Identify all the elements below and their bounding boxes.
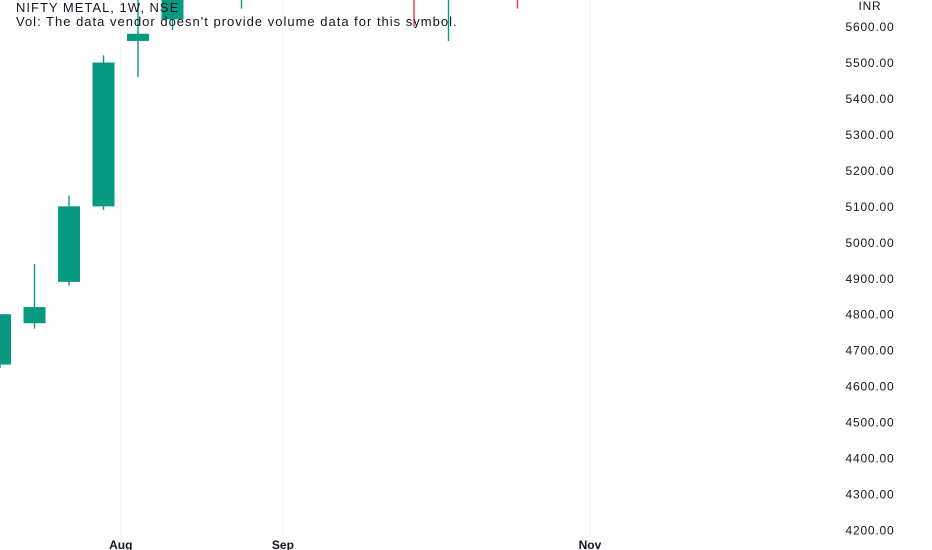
candle[interactable] xyxy=(127,0,149,77)
y-tick-label: 4300.00 xyxy=(846,488,895,502)
grid-lines xyxy=(120,0,591,550)
candle-body xyxy=(0,314,11,365)
candle[interactable] xyxy=(403,0,425,27)
y-tick-label: 5000.00 xyxy=(846,236,895,250)
y-tick-label: 5300.00 xyxy=(846,128,895,142)
chart-legend: NIFTY METAL, 1W, NSE Vol: The data vendo… xyxy=(16,0,458,28)
candle[interactable] xyxy=(23,263,46,329)
x-tick-label: Aug xyxy=(109,538,132,550)
price-axis[interactable]: 4200.00 4300.00 4400.00 4500.00 4600.00 4700.… xyxy=(846,0,895,538)
x-tick-label: Sep xyxy=(272,538,294,550)
y-tick-label: 4200.00 xyxy=(846,524,895,538)
y-tick-label: 4800.00 xyxy=(846,308,895,322)
candle[interactable] xyxy=(507,0,529,9)
candle-body xyxy=(92,62,115,207)
volume-note: Vol: The data vendor doesn't provide vol… xyxy=(16,14,458,28)
time-axis[interactable]: Aug Sep Nov xyxy=(109,538,602,550)
y-tick-label: 4700.00 xyxy=(846,344,895,358)
candle-body xyxy=(127,33,149,41)
candle[interactable] xyxy=(58,195,80,286)
y-tick-label: 5500.00 xyxy=(846,56,895,70)
candle-body xyxy=(161,0,184,20)
candle[interactable] xyxy=(92,55,115,210)
candle[interactable] xyxy=(438,0,460,41)
candle-body xyxy=(23,307,46,324)
y-tick-label: 5600.00 xyxy=(846,20,895,34)
x-tick-label: Nov xyxy=(579,538,602,550)
candle-body xyxy=(58,206,80,282)
y-tick-label: 5200.00 xyxy=(846,164,895,178)
candle[interactable] xyxy=(161,0,184,31)
y-tick-label: 4900.00 xyxy=(846,272,895,286)
y-tick-label: 5100.00 xyxy=(846,200,895,214)
currency-label: INR xyxy=(858,0,881,13)
y-tick-label: 4600.00 xyxy=(846,380,895,394)
candles-layer[interactable] xyxy=(0,0,598,369)
y-tick-label: 5400.00 xyxy=(846,92,895,106)
y-tick-label: 4400.00 xyxy=(846,452,895,466)
symbol-title[interactable]: NIFTY METAL, 1W, NSE xyxy=(16,0,180,14)
candle[interactable] xyxy=(0,314,11,369)
y-tick-label: 4500.00 xyxy=(846,416,895,430)
